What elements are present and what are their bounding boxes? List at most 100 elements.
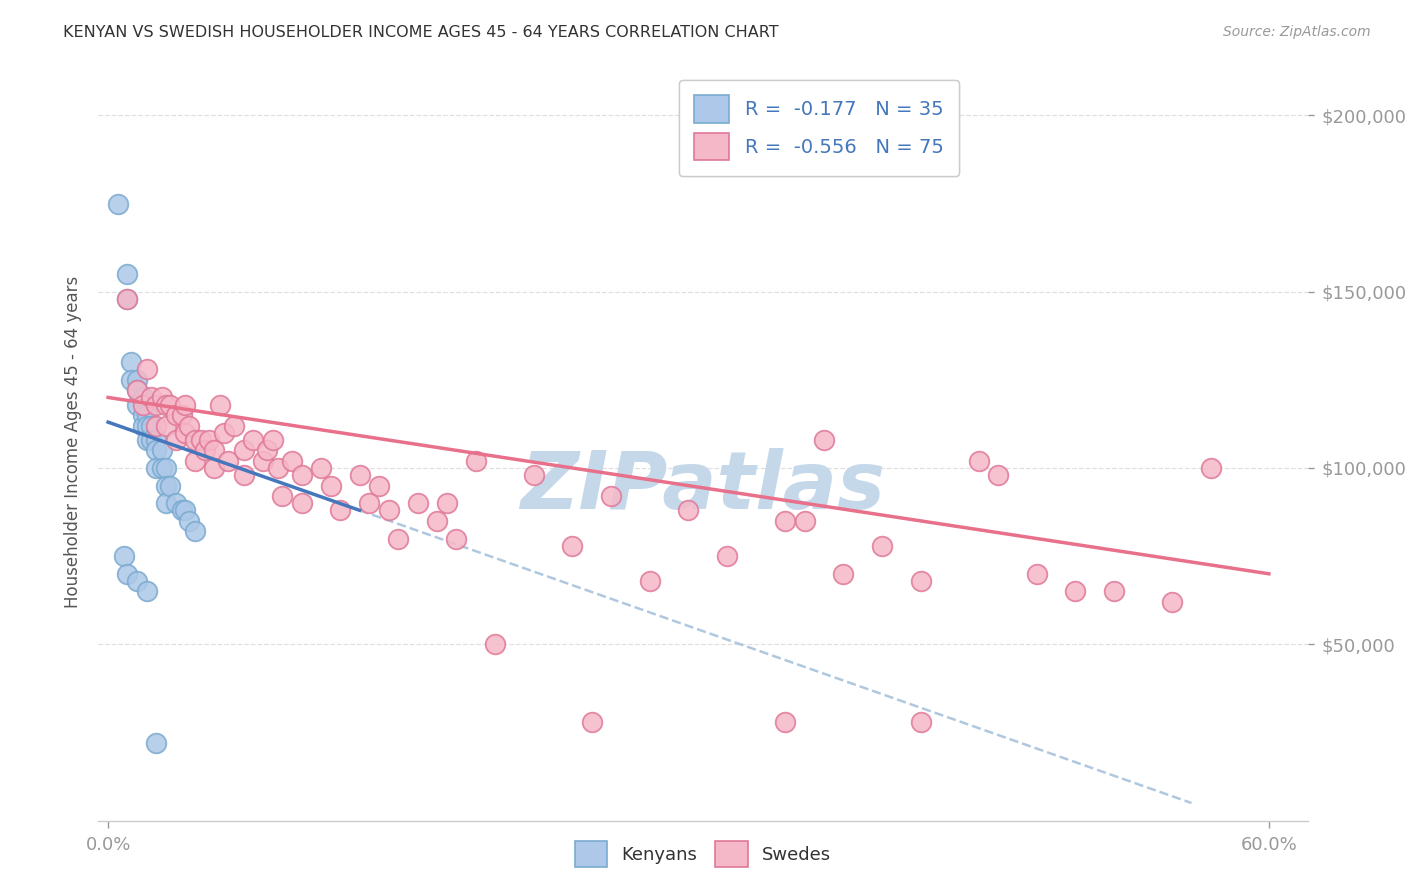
- Point: [170, 408, 193, 422]
- Point: [197, 433, 219, 447]
- Point: [159, 478, 181, 492]
- Point: [290, 468, 312, 483]
- Point: [135, 584, 157, 599]
- Point: [1161, 595, 1184, 609]
- Point: [329, 503, 352, 517]
- Point: [139, 418, 162, 433]
- Point: [145, 461, 167, 475]
- Point: [145, 397, 167, 411]
- Point: [281, 454, 304, 468]
- Point: [271, 489, 294, 503]
- Point: [155, 478, 177, 492]
- Point: [377, 503, 399, 517]
- Point: [145, 433, 167, 447]
- Point: [290, 496, 312, 510]
- Legend: Kenyans, Swedes: Kenyans, Swedes: [567, 834, 839, 874]
- Point: [155, 418, 177, 433]
- Point: [145, 443, 167, 458]
- Point: [150, 443, 173, 458]
- Point: [145, 736, 167, 750]
- Point: [262, 433, 284, 447]
- Point: [190, 433, 212, 447]
- Point: [446, 532, 468, 546]
- Point: [793, 514, 815, 528]
- Point: [773, 714, 796, 729]
- Point: [135, 408, 157, 422]
- Point: [155, 397, 177, 411]
- Point: [638, 574, 661, 588]
- Point: [132, 397, 155, 411]
- Point: [145, 418, 167, 433]
- Point: [165, 433, 187, 447]
- Point: [232, 468, 254, 483]
- Point: [174, 425, 197, 440]
- Point: [967, 454, 990, 468]
- Point: [132, 408, 155, 422]
- Point: [217, 454, 239, 468]
- Point: [150, 391, 173, 405]
- Point: [1199, 461, 1222, 475]
- Point: [256, 443, 278, 458]
- Y-axis label: Householder Income Ages 45 - 64 years: Householder Income Ages 45 - 64 years: [63, 276, 82, 607]
- Point: [184, 454, 207, 468]
- Text: ZIPatlas: ZIPatlas: [520, 448, 886, 526]
- Point: [120, 355, 142, 369]
- Point: [426, 514, 449, 528]
- Point: [387, 532, 409, 546]
- Point: [910, 574, 932, 588]
- Point: [436, 496, 458, 510]
- Point: [484, 637, 506, 651]
- Point: [117, 566, 139, 581]
- Point: [135, 362, 157, 376]
- Point: [209, 397, 232, 411]
- Point: [222, 418, 245, 433]
- Point: [987, 468, 1010, 483]
- Point: [135, 433, 157, 447]
- Point: [1025, 566, 1047, 581]
- Point: [242, 433, 264, 447]
- Point: [870, 539, 893, 553]
- Point: [127, 384, 149, 398]
- Point: [1102, 584, 1125, 599]
- Point: [204, 443, 226, 458]
- Point: [813, 433, 835, 447]
- Point: [117, 292, 139, 306]
- Point: [127, 384, 149, 398]
- Point: [267, 461, 290, 475]
- Point: [523, 468, 546, 483]
- Point: [155, 496, 177, 510]
- Point: [184, 524, 207, 539]
- Point: [349, 468, 371, 483]
- Point: [165, 496, 187, 510]
- Text: Source: ZipAtlas.com: Source: ZipAtlas.com: [1223, 25, 1371, 39]
- Point: [464, 454, 486, 468]
- Point: [127, 574, 149, 588]
- Point: [561, 539, 583, 553]
- Point: [773, 514, 796, 528]
- Point: [179, 418, 201, 433]
- Point: [132, 391, 155, 405]
- Point: [135, 418, 157, 433]
- Legend: R =  -0.177   N = 35, R =  -0.556   N = 75: R = -0.177 N = 35, R = -0.556 N = 75: [679, 79, 959, 176]
- Point: [204, 461, 226, 475]
- Point: [165, 408, 187, 422]
- Point: [150, 461, 173, 475]
- Point: [179, 514, 201, 528]
- Point: [309, 461, 332, 475]
- Point: [1064, 584, 1087, 599]
- Point: [184, 433, 207, 447]
- Point: [174, 397, 197, 411]
- Point: [232, 443, 254, 458]
- Point: [368, 478, 391, 492]
- Point: [112, 549, 135, 563]
- Point: [107, 196, 129, 211]
- Point: [212, 425, 235, 440]
- Point: [117, 267, 139, 281]
- Point: [678, 503, 700, 517]
- Point: [716, 549, 738, 563]
- Point: [139, 433, 162, 447]
- Point: [252, 454, 274, 468]
- Point: [139, 391, 162, 405]
- Point: [127, 373, 149, 387]
- Point: [127, 397, 149, 411]
